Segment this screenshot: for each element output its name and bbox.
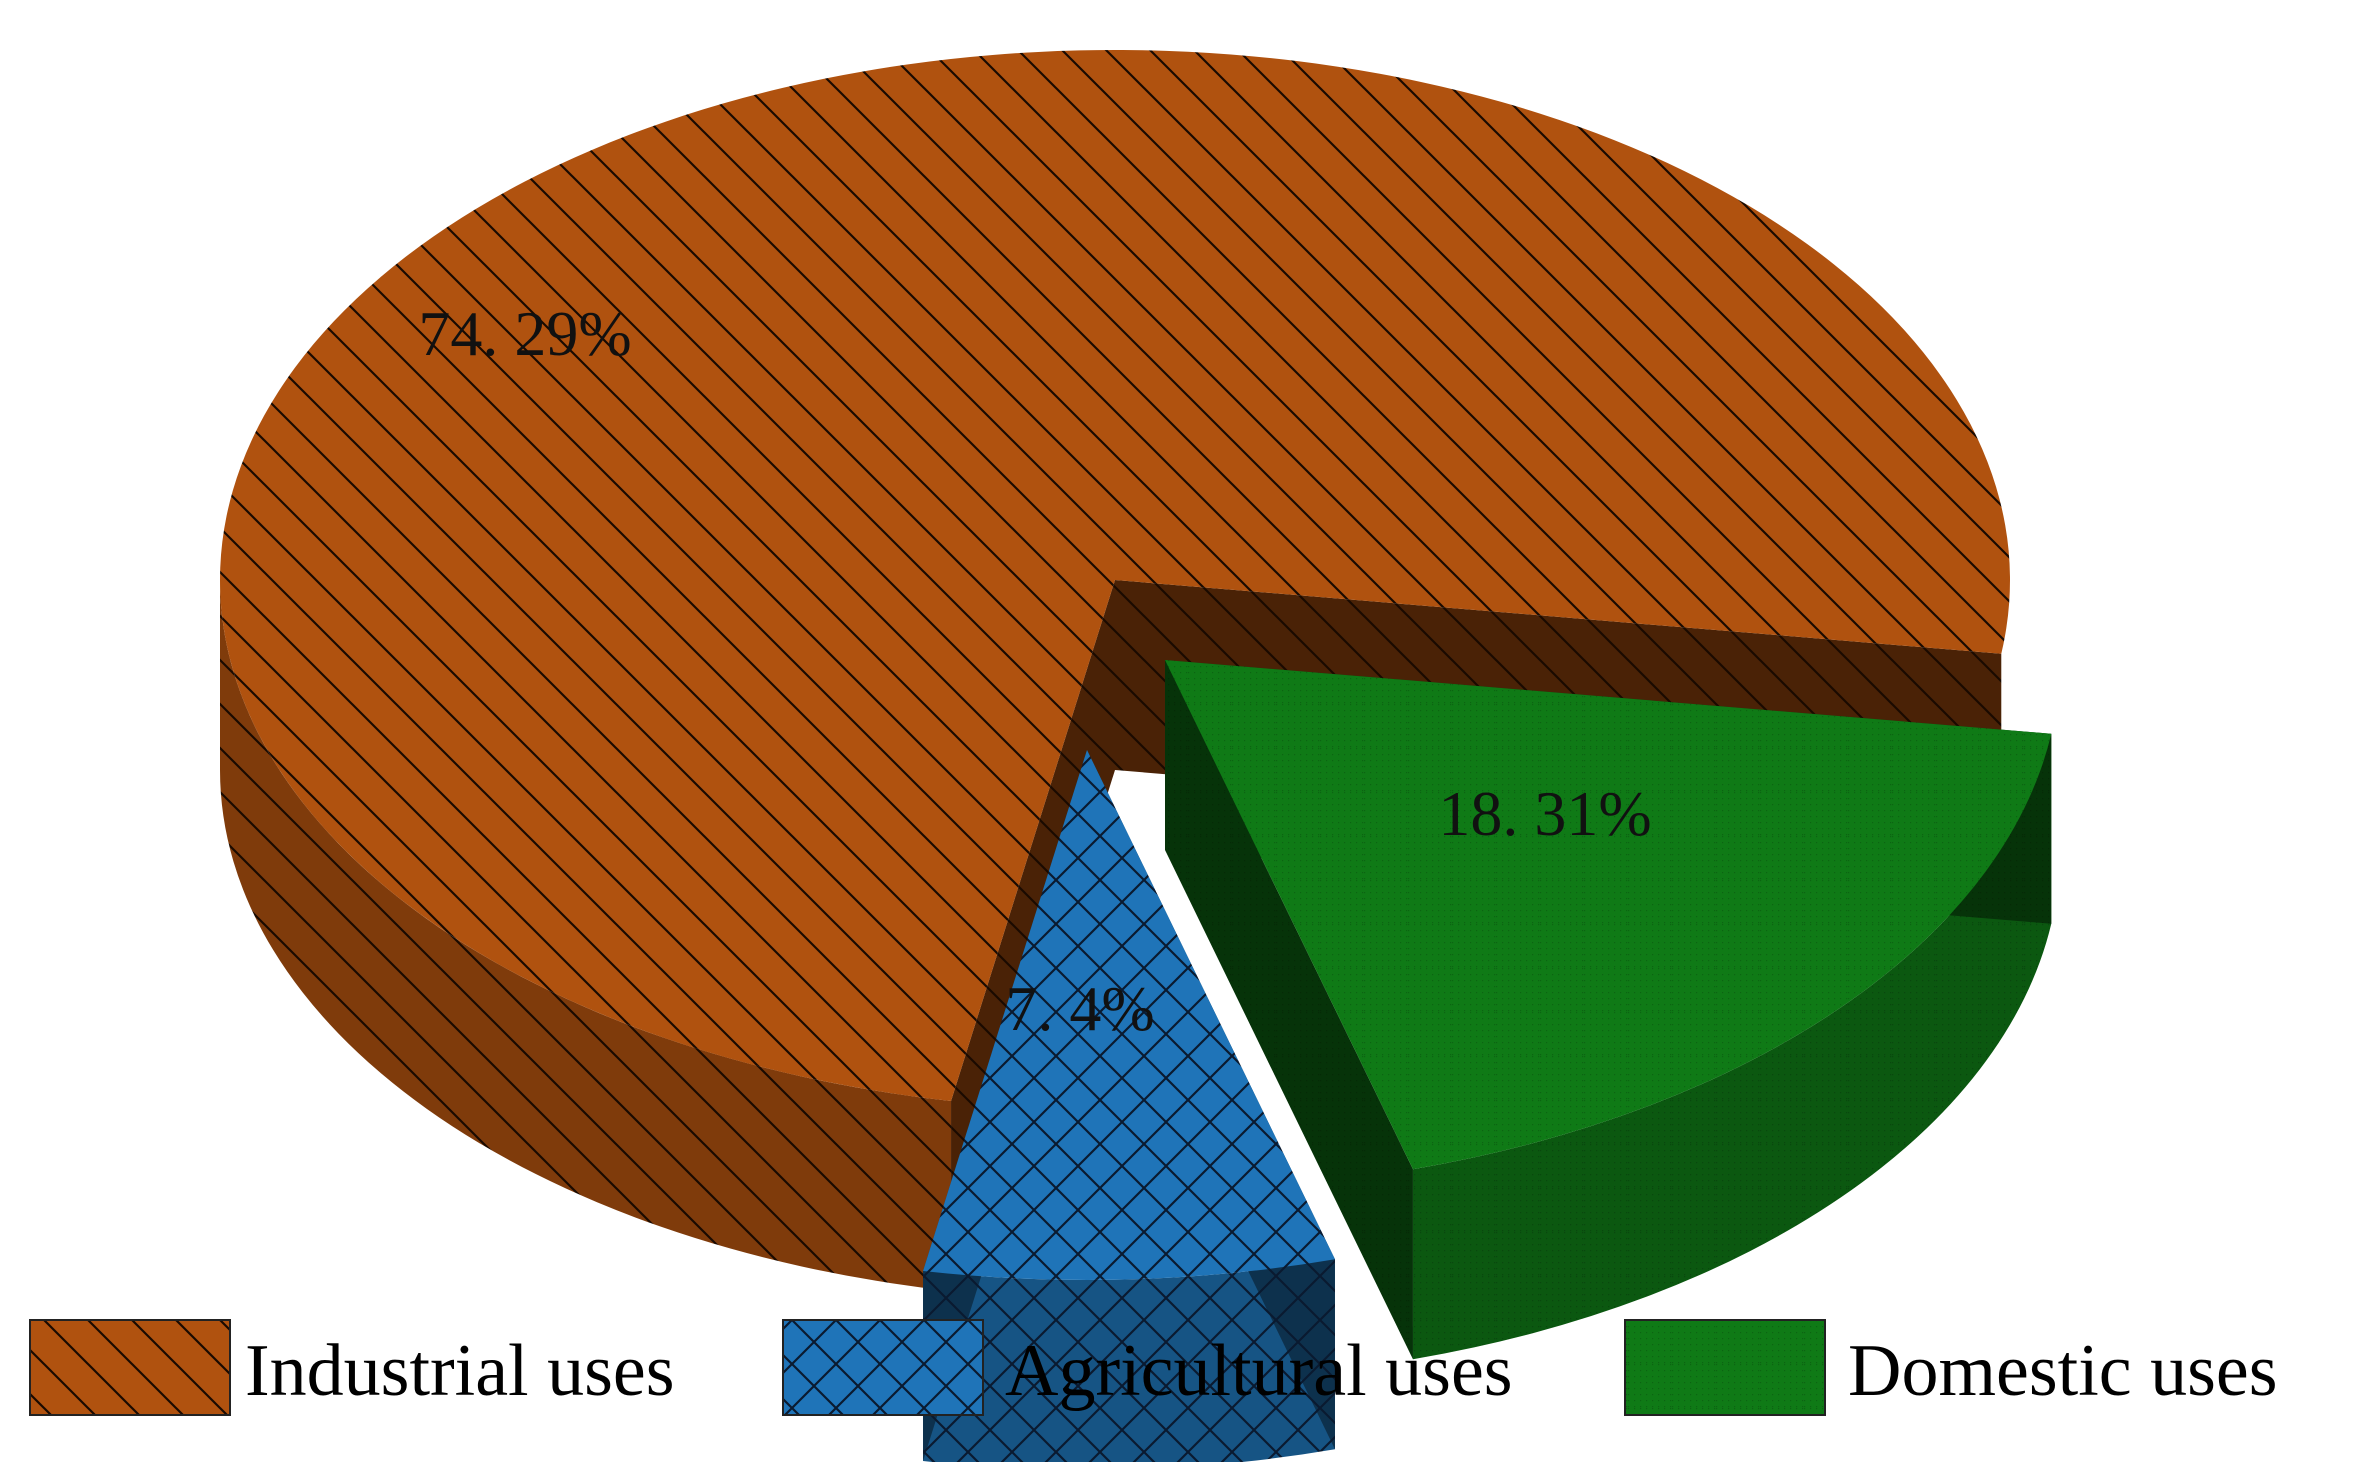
legend-label-industrial: Industrial uses bbox=[245, 1330, 675, 1412]
legend-swatch-domestic bbox=[1624, 1319, 1826, 1416]
data-label-industrial: 74. 29% bbox=[418, 298, 631, 369]
slice-industrial-side bbox=[220, 580, 952, 1292]
legend-label-agricultural: Agricultural uses bbox=[1005, 1330, 1513, 1412]
slices-layer bbox=[219, 49, 2052, 1462]
slice-agricultural-side bbox=[923, 1259, 1335, 1462]
data-label-agricultural: 7. 4% bbox=[1005, 973, 1154, 1044]
legend-swatch-agricultural bbox=[782, 1319, 984, 1416]
legend-label-domestic: Domestic uses bbox=[1848, 1330, 2278, 1412]
slice-domestic-cut-1 bbox=[1165, 660, 1413, 1360]
slice-domestic-top bbox=[1165, 660, 2052, 1170]
slice-domestic-side bbox=[1412, 733, 2052, 1360]
legend-swatch-industrial bbox=[29, 1319, 231, 1416]
slice-agricultural-top bbox=[923, 750, 1335, 1280]
legend: Industrial uses Agricultural uses Domestic… bbox=[29, 1319, 2278, 1416]
data-labels: 74. 29% 7. 4% 18. 31% bbox=[418, 298, 1651, 1044]
slice-agricultural bbox=[923, 750, 1335, 1462]
data-label-domestic: 18. 31% bbox=[1438, 778, 1651, 849]
slice-domestic bbox=[1165, 660, 2052, 1360]
slice-industrial-top bbox=[219, 49, 2010, 1102]
